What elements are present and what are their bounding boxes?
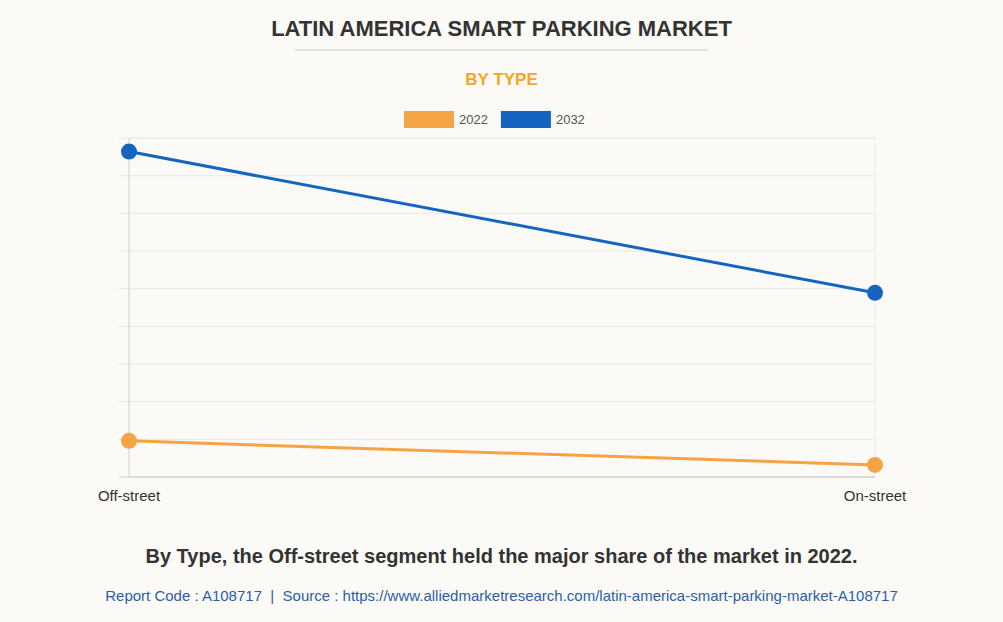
series-line xyxy=(129,152,875,293)
grid-line xyxy=(119,213,875,214)
grid-line xyxy=(119,477,875,478)
legend-label: 2022 xyxy=(459,112,488,127)
x-tick-label: Off-street xyxy=(98,487,161,504)
legend-label: 2032 xyxy=(556,112,585,127)
title: LATIN AMERICA SMART PARKING MARKET xyxy=(271,16,732,41)
y-axis xyxy=(129,138,130,477)
footer: Report Code : A108717 | Source : https:/… xyxy=(105,587,898,604)
series-marker xyxy=(867,285,883,301)
plot-marks xyxy=(121,144,883,473)
grid-line xyxy=(119,364,875,365)
background xyxy=(0,0,1003,622)
subtitle: BY TYPE xyxy=(465,70,537,89)
caption: By Type, the Off-street segment held the… xyxy=(145,545,857,567)
x-axis xyxy=(129,477,875,478)
grid-line xyxy=(119,401,875,402)
grid-line xyxy=(119,439,875,440)
legend-swatch xyxy=(404,111,454,128)
series-marker xyxy=(121,144,137,160)
series-marker xyxy=(867,457,883,473)
grid-line xyxy=(119,288,875,289)
grid-line xyxy=(119,138,875,139)
grid-line xyxy=(119,326,875,327)
title-divider xyxy=(295,50,708,51)
plot-border xyxy=(875,138,876,477)
legend-swatch xyxy=(501,111,551,128)
x-tick-label: On-street xyxy=(844,487,907,504)
series-marker xyxy=(121,433,137,449)
grid-line xyxy=(119,175,875,176)
plot-top xyxy=(129,138,875,139)
series-line xyxy=(129,441,875,465)
grid-line xyxy=(119,251,875,252)
